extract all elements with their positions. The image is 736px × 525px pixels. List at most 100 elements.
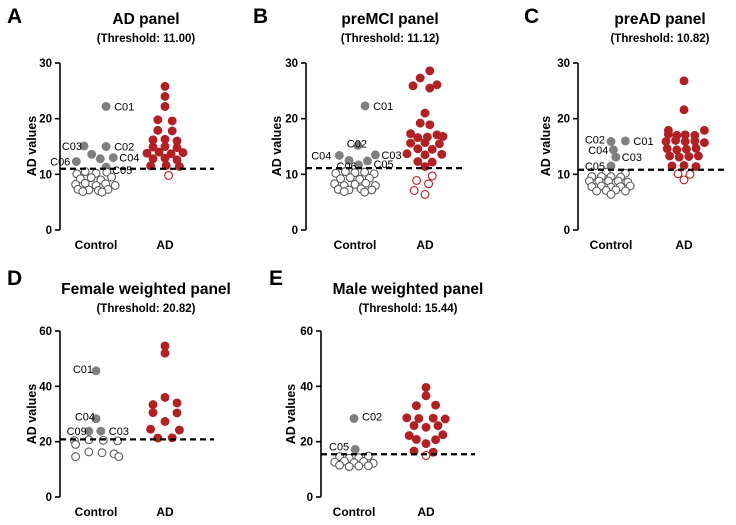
point-annotation: C06 xyxy=(50,157,70,169)
data-point xyxy=(420,189,430,199)
data-point xyxy=(404,431,414,441)
point-annotation: C01 xyxy=(633,136,653,148)
data-point xyxy=(164,170,174,180)
point-annotation: C01 xyxy=(114,101,134,113)
y-tick-label: 30 xyxy=(557,58,570,70)
data-point xyxy=(153,115,163,125)
threshold-label: (Threshold: 10.82) xyxy=(610,33,709,45)
chart-panel-e: E Male weighted panel (Threshold: 15.44) AD… xyxy=(269,267,483,519)
data-point xyxy=(406,129,416,139)
data-point xyxy=(606,137,616,146)
y-tick-label: 20 xyxy=(39,437,52,449)
data-point xyxy=(438,430,448,440)
data-point xyxy=(160,341,170,351)
threshold-label: (Threshold: 11.12) xyxy=(341,33,440,45)
data-point xyxy=(425,83,435,93)
data-point xyxy=(107,172,117,182)
data-point xyxy=(421,451,431,460)
point-annotation: C09 xyxy=(67,426,87,438)
data-point xyxy=(160,91,170,101)
data-point xyxy=(680,137,690,146)
data-point xyxy=(114,452,124,462)
y-tick-label: 40 xyxy=(300,381,313,393)
panel-title: Female weighted panel xyxy=(61,281,231,298)
data-point xyxy=(427,171,437,181)
panel-title: preMCI panel xyxy=(341,11,438,28)
data-point xyxy=(693,151,703,161)
point-annotation: C04 xyxy=(311,150,331,162)
data-point xyxy=(438,132,448,141)
data-point xyxy=(665,151,675,161)
data-point xyxy=(672,145,682,155)
y-axis-label: AD values xyxy=(25,116,39,176)
threshold-label: (Threshold: 20.82) xyxy=(96,303,195,315)
data-point xyxy=(167,126,177,136)
data-point xyxy=(345,173,355,183)
point-annotation: C02 xyxy=(585,134,605,146)
data-point xyxy=(354,461,364,471)
data-point xyxy=(414,413,424,423)
y-axis-label: AD values xyxy=(284,384,298,444)
data-point xyxy=(421,391,431,401)
panel-letter: E xyxy=(269,267,283,290)
data-point xyxy=(360,187,370,197)
data-point xyxy=(339,187,349,197)
data-point xyxy=(350,179,360,189)
data-point xyxy=(592,186,602,196)
data-point xyxy=(349,413,359,423)
data-point xyxy=(415,73,425,83)
data-point xyxy=(409,421,419,431)
data-point xyxy=(661,137,671,146)
data-point xyxy=(336,174,346,184)
data-point xyxy=(360,101,370,111)
data-point xyxy=(146,424,156,434)
y-tick-label: 0 xyxy=(292,225,298,237)
data-point xyxy=(421,439,431,449)
x-category-label: AD xyxy=(416,238,434,252)
data-point xyxy=(424,179,434,189)
data-point xyxy=(431,400,441,410)
data-point xyxy=(699,138,709,148)
data-point xyxy=(172,143,182,153)
panel-title: AD panel xyxy=(112,11,179,28)
x-category-label: Control xyxy=(75,238,118,252)
point-annotation: C03 xyxy=(62,141,82,153)
data-point xyxy=(113,436,123,446)
y-tick-label: 60 xyxy=(39,326,52,338)
data-point xyxy=(84,426,94,436)
data-point xyxy=(421,382,431,392)
y-axis-label: AD values xyxy=(25,384,39,444)
data-point xyxy=(161,160,171,170)
data-point xyxy=(681,144,691,154)
data-point xyxy=(353,140,363,150)
data-point xyxy=(420,162,430,171)
data-point xyxy=(370,150,380,160)
data-point xyxy=(160,142,170,151)
point-annotation: C01 xyxy=(373,101,393,113)
data-point xyxy=(420,108,430,118)
x-category-label: Control xyxy=(75,505,118,519)
x-category-label: Control xyxy=(334,238,377,252)
data-point xyxy=(101,142,111,151)
data-point xyxy=(148,408,158,418)
data-point xyxy=(413,133,423,143)
data-point xyxy=(691,162,701,171)
data-point xyxy=(71,439,81,449)
data-point xyxy=(84,447,94,457)
data-point xyxy=(71,452,81,462)
data-point xyxy=(662,144,672,154)
data-point xyxy=(172,408,182,418)
data-point xyxy=(413,157,423,166)
y-tick-label: 10 xyxy=(557,169,570,181)
data-point xyxy=(412,176,422,185)
data-point xyxy=(334,150,344,160)
panel-letter: A xyxy=(7,5,22,28)
data-point xyxy=(420,138,430,148)
data-point xyxy=(160,134,170,144)
y-axis-label: AD values xyxy=(539,116,553,176)
x-category-label: Control xyxy=(590,238,633,252)
x-category-label: AD xyxy=(156,505,174,519)
data-point xyxy=(153,125,163,135)
